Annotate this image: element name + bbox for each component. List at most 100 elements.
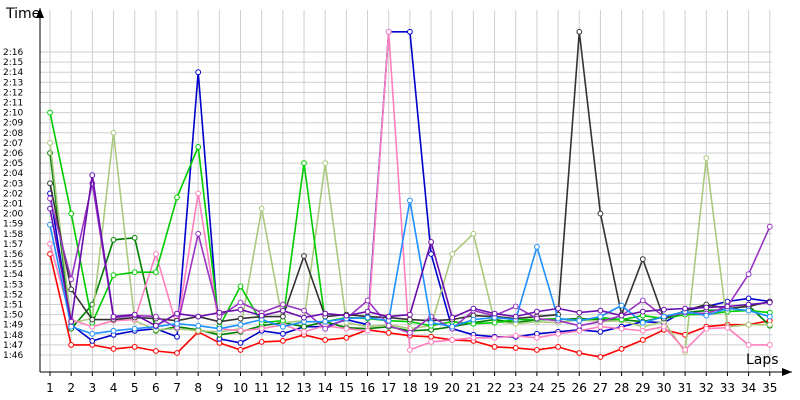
data-point bbox=[407, 28, 413, 35]
data-point bbox=[512, 332, 519, 339]
data-point bbox=[639, 319, 646, 326]
x-tick-label: 35 bbox=[762, 381, 777, 395]
data-point bbox=[343, 334, 350, 341]
data-point bbox=[555, 315, 561, 322]
data-point bbox=[68, 323, 75, 330]
data-point bbox=[343, 312, 350, 319]
data-point bbox=[280, 330, 286, 337]
data-point bbox=[174, 194, 180, 201]
data-point bbox=[258, 312, 265, 319]
y-tick-label: 2:00 bbox=[3, 210, 23, 220]
data-point bbox=[639, 337, 646, 343]
x-tick-label: 15 bbox=[339, 381, 354, 395]
x-tick-label: 24 bbox=[529, 381, 544, 395]
data-point bbox=[534, 308, 540, 315]
data-point bbox=[131, 325, 138, 332]
data-point bbox=[131, 234, 138, 241]
data-point bbox=[110, 272, 117, 279]
y-tick-label: 2:01 bbox=[3, 200, 23, 210]
y-tick-label: 2:05 bbox=[3, 159, 23, 169]
data-point bbox=[597, 307, 604, 314]
data-point bbox=[491, 334, 498, 341]
data-point bbox=[301, 328, 307, 335]
y-tick-label: 1:51 bbox=[3, 301, 23, 311]
data-point bbox=[428, 319, 435, 326]
data-point bbox=[89, 172, 96, 179]
data-point bbox=[153, 348, 159, 354]
data-point bbox=[68, 210, 75, 217]
data-point bbox=[301, 314, 307, 321]
data-point bbox=[68, 318, 75, 325]
data-point bbox=[237, 347, 244, 353]
data-point bbox=[216, 325, 223, 332]
data-point bbox=[47, 109, 53, 116]
x-axis-arrow bbox=[782, 368, 792, 376]
data-point bbox=[766, 223, 773, 230]
y-tick-label: 1:57 bbox=[3, 240, 23, 250]
data-point bbox=[576, 309, 583, 316]
data-point bbox=[745, 295, 752, 302]
data-point bbox=[237, 327, 244, 334]
data-point bbox=[174, 320, 180, 327]
x-tick-label: 8 bbox=[194, 381, 202, 395]
series-group bbox=[47, 28, 773, 360]
data-point bbox=[766, 313, 773, 320]
data-point bbox=[68, 286, 75, 293]
data-point bbox=[618, 312, 625, 319]
data-point bbox=[364, 314, 371, 321]
data-point bbox=[47, 241, 53, 247]
data-point bbox=[661, 323, 667, 330]
data-point bbox=[724, 324, 731, 331]
y-tick-label: 1:49 bbox=[3, 321, 23, 331]
data-point bbox=[364, 327, 371, 334]
x-tick-label: 7 bbox=[173, 381, 181, 395]
data-point bbox=[407, 329, 413, 336]
y-tick-label: 1:53 bbox=[3, 280, 23, 290]
data-point bbox=[745, 321, 752, 328]
x-tick-label: 31 bbox=[677, 381, 692, 395]
data-point bbox=[47, 195, 53, 202]
data-point bbox=[534, 334, 540, 341]
x-tick-label: 2 bbox=[67, 381, 75, 395]
data-point bbox=[258, 205, 265, 212]
x-tick-label: 6 bbox=[152, 381, 160, 395]
data-point bbox=[195, 190, 202, 197]
x-tick-label: 29 bbox=[635, 381, 650, 395]
data-point bbox=[280, 301, 286, 308]
x-tick-label: 23 bbox=[508, 381, 523, 395]
data-point bbox=[407, 316, 413, 323]
data-point bbox=[195, 327, 202, 334]
data-point bbox=[195, 69, 202, 76]
y-tick-label: 2:08 bbox=[3, 129, 23, 139]
series-5 bbox=[47, 28, 773, 353]
data-point bbox=[68, 276, 75, 283]
data-point bbox=[703, 304, 710, 311]
data-point bbox=[576, 327, 583, 334]
x-tick-label: 18 bbox=[402, 381, 417, 395]
y-tick-label: 1:58 bbox=[3, 230, 23, 240]
axes bbox=[36, 8, 792, 376]
data-point bbox=[68, 342, 75, 348]
data-point bbox=[491, 310, 498, 317]
x-tick-label: 27 bbox=[593, 381, 608, 395]
data-point bbox=[618, 302, 625, 309]
data-point bbox=[597, 323, 604, 330]
data-point bbox=[110, 237, 117, 243]
x-tick-label: 32 bbox=[699, 381, 714, 395]
y-tick-label: 2:11 bbox=[3, 99, 23, 109]
data-point bbox=[385, 28, 392, 35]
data-point bbox=[682, 305, 688, 312]
x-axis-title: Laps bbox=[746, 352, 779, 368]
y-tick-label: 1:55 bbox=[3, 260, 23, 270]
data-point bbox=[258, 325, 265, 332]
data-point bbox=[555, 330, 561, 337]
data-point bbox=[47, 140, 53, 146]
data-point bbox=[195, 322, 202, 329]
data-point bbox=[153, 269, 159, 276]
data-point bbox=[555, 305, 561, 312]
data-point bbox=[512, 345, 519, 351]
data-point bbox=[301, 323, 307, 330]
data-point bbox=[237, 340, 244, 346]
data-point bbox=[153, 322, 159, 329]
